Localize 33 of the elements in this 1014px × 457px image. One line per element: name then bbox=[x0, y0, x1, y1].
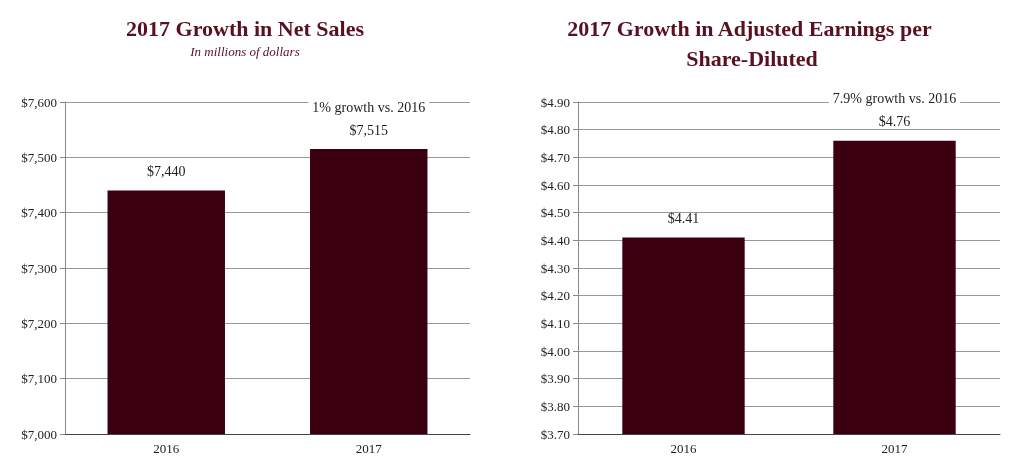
y-tick-label: $4.40 bbox=[540, 232, 570, 248]
y-tick-label: $4.00 bbox=[540, 343, 570, 359]
y-tick-label: $4.10 bbox=[540, 315, 570, 331]
chart-title: 2017 Growth in Adjusted Earnings per Share-Diluted bbox=[567, 15, 937, 71]
data-label: $4.76 bbox=[878, 114, 911, 130]
data-label: $4.41 bbox=[667, 211, 700, 227]
annotation: 1% growth vs. 2016 bbox=[312, 99, 426, 115]
chart-subtitle: In millions of dollars bbox=[189, 44, 300, 59]
data-label: $7,440 bbox=[147, 164, 186, 180]
y-tick-label: $4.50 bbox=[540, 205, 570, 221]
x-tick-label: 2016 bbox=[670, 441, 697, 456]
y-tick-label: $7,400 bbox=[21, 205, 57, 221]
y-tick-label: $4.20 bbox=[540, 288, 570, 304]
y-tick-label: $7,200 bbox=[21, 315, 57, 331]
x-tick-label: 2017 bbox=[355, 441, 383, 456]
y-tick-label: $7,000 bbox=[21, 426, 57, 442]
y-tick-label: $7,600 bbox=[21, 94, 57, 110]
y-tick-label: $4.70 bbox=[540, 149, 570, 165]
annotation: 7.9% growth vs. 2016 bbox=[832, 91, 957, 107]
x-tick-label: 2016 bbox=[153, 441, 180, 456]
y-tick-label: $7,300 bbox=[21, 260, 57, 276]
y-tick-label: $3.70 bbox=[540, 426, 570, 442]
y-tick-label: $4.80 bbox=[540, 122, 570, 138]
y-tick-label: $7,500 bbox=[21, 149, 57, 165]
y-tick-label: $4.90 bbox=[540, 94, 570, 110]
y-tick-label: $3.80 bbox=[540, 398, 570, 414]
y-tick-label: $4.30 bbox=[540, 260, 570, 276]
y-tick-label: $3.90 bbox=[540, 371, 570, 387]
y-tick-label: $7,100 bbox=[21, 371, 57, 387]
chart-title: 2017 Growth in Net Sales bbox=[126, 15, 365, 41]
y-tick-label: $4.60 bbox=[540, 177, 570, 193]
data-label: $7,515 bbox=[349, 122, 388, 138]
x-tick-label: 2017 bbox=[881, 441, 908, 456]
